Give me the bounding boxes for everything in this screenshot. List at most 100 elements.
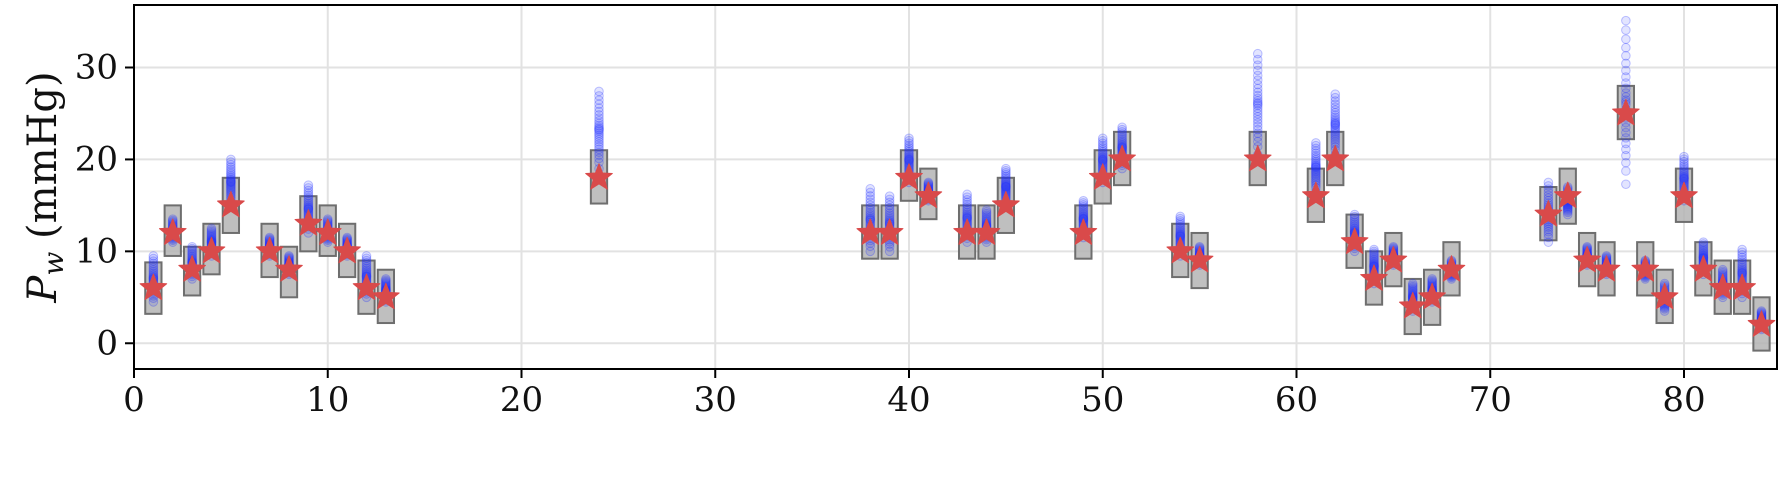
- true-value-star: [914, 181, 943, 209]
- sample-dot: [594, 150, 604, 160]
- sample-dot: [594, 91, 604, 101]
- sample-dot: [1621, 58, 1631, 69]
- sample-dot: [1078, 205, 1089, 216]
- sample-dot: [1252, 87, 1263, 98]
- sample-dot: [226, 170, 236, 181]
- sample-dot: [1737, 259, 1747, 269]
- sample-dot: [884, 191, 895, 201]
- sample-dot: [1621, 150, 1631, 161]
- sample-dot: [594, 153, 604, 164]
- sample-dot: [865, 200, 876, 210]
- sample-dot: [1311, 150, 1321, 161]
- sample-dot: [1369, 252, 1379, 262]
- sample-dot: [303, 194, 314, 205]
- sample-dot: [361, 251, 372, 261]
- sample-dot: [303, 192, 314, 203]
- sample-dot: [1311, 154, 1321, 165]
- true-value-star: [333, 236, 361, 264]
- sample-dot: [594, 118, 604, 129]
- sample-dot: [226, 173, 236, 184]
- sample-dot: [1562, 207, 1573, 218]
- sample-dot: [1097, 150, 1108, 160]
- sample-dot: [594, 141, 604, 152]
- sample-dot: [884, 239, 895, 249]
- sample-dot: [1621, 65, 1631, 76]
- x-tick-label: 20: [500, 380, 543, 420]
- sample-dot: [361, 255, 372, 266]
- sample-dot: [226, 177, 236, 188]
- true-value-star: [1747, 310, 1776, 337]
- sample-dot: [1001, 180, 1011, 190]
- sample-dot: [594, 110, 604, 120]
- sample-dot: [226, 154, 236, 165]
- sample-dot: [1621, 179, 1631, 190]
- sample-dot: [1679, 161, 1689, 171]
- true-value-star: [1728, 273, 1756, 300]
- sample-dot: [1330, 118, 1341, 129]
- sample-dot: [1097, 136, 1108, 146]
- sample-dot: [865, 203, 876, 213]
- sample-dot: [1252, 60, 1263, 70]
- sample-dot: [303, 190, 314, 201]
- sample-dot: [1078, 200, 1089, 210]
- sample-dot: [594, 134, 604, 145]
- sample-dot: [904, 142, 914, 153]
- true-value-star: [585, 163, 613, 190]
- true-value-star: [217, 190, 245, 218]
- sample-dot: [594, 116, 604, 126]
- sample-dot: [303, 185, 314, 196]
- sample-dot: [1311, 152, 1321, 163]
- sample-dot: [884, 203, 895, 213]
- sample-dot: [1698, 242, 1709, 253]
- sample-dot: [1252, 75, 1263, 85]
- true-value-star: [1398, 291, 1427, 319]
- sample-dot: [594, 137, 604, 147]
- sample-dot: [1543, 229, 1554, 240]
- sample-dot: [594, 122, 604, 133]
- sample-dot: [1717, 264, 1728, 275]
- sample-dot: [1621, 88, 1631, 98]
- sample-dot: [1737, 250, 1747, 260]
- sample-dot: [1252, 99, 1263, 109]
- sample-dot: [594, 113, 604, 123]
- sample-dot: [1097, 152, 1108, 163]
- sample-dot: [594, 86, 604, 97]
- sample-dot: [206, 223, 217, 234]
- sample-dot: [594, 130, 604, 140]
- sample-dot: [1737, 257, 1747, 267]
- sample-dot: [1311, 158, 1321, 168]
- sample-dot: [962, 202, 972, 212]
- true-value-star: [1185, 246, 1214, 273]
- x-tick-label: 30: [694, 380, 737, 420]
- sample-dot: [1330, 123, 1341, 134]
- x-tick-label: 40: [887, 380, 930, 420]
- sample-dot: [1698, 244, 1709, 254]
- sample-dot: [1562, 206, 1573, 216]
- y-axis-unit: (mmHg): [20, 71, 66, 239]
- sample-dot: [1543, 181, 1554, 191]
- sample-dot: [1097, 151, 1108, 162]
- sample-dot: [1543, 224, 1554, 235]
- true-value-star: [1418, 282, 1446, 310]
- sample-dot: [1252, 90, 1263, 101]
- sample-dot: [594, 125, 604, 135]
- sample-dot: [865, 194, 876, 204]
- sample-dot: [1252, 83, 1263, 94]
- sample-dot: [1078, 202, 1089, 212]
- sample-dot: [148, 263, 159, 273]
- true-value-star: [1534, 200, 1563, 227]
- sample-dot: [962, 199, 972, 210]
- sample-dot: [1311, 164, 1321, 174]
- sample-dot: [1117, 131, 1127, 141]
- sample-dot: [594, 128, 604, 138]
- y-tick-label: 30: [75, 48, 118, 88]
- true-value-star: [1088, 163, 1117, 190]
- sample-dot: [1621, 42, 1631, 53]
- sample-dot: [1659, 304, 1670, 314]
- sample-dot: [1252, 103, 1263, 114]
- true-value-star: [1243, 144, 1272, 172]
- sample-dot: [1252, 54, 1263, 65]
- sample-dot: [1407, 278, 1418, 289]
- sample-dot: [1097, 142, 1108, 153]
- sample-dot: [1175, 213, 1186, 224]
